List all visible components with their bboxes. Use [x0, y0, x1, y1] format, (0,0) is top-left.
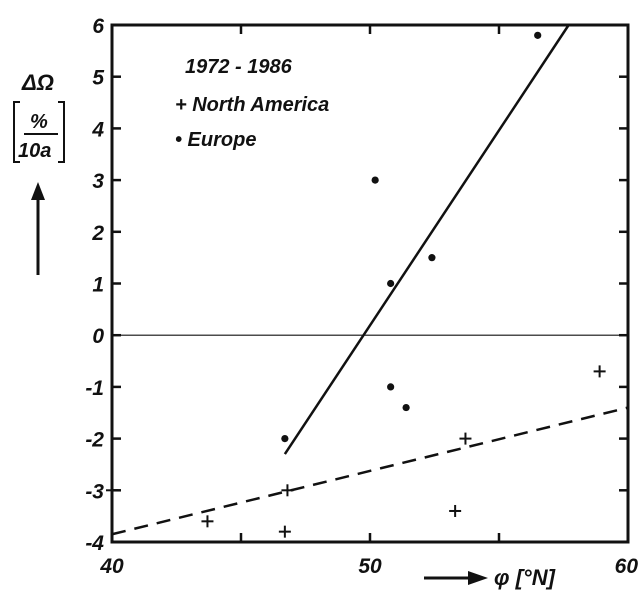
y-axis-arrow-head — [31, 182, 45, 200]
y-axis-unit-numerator: % — [30, 111, 48, 133]
fit-line-europe — [283, 24, 570, 455]
x-tick-label: 40 — [99, 555, 124, 578]
y-tick-label: 0 — [92, 325, 104, 348]
legend-north-america: + North America — [175, 94, 329, 116]
y-axis-bracket-left — [13, 101, 20, 163]
x-tick-label: 50 — [358, 555, 382, 578]
y-axis-symbol: ΔΩ — [21, 70, 54, 95]
y-tick-label: -3 — [85, 480, 104, 503]
y-axis-unit-denominator: 10a — [18, 140, 51, 162]
y-tick-label: 2 — [91, 222, 104, 245]
tick-labels: 6 5 4 3 2 1 0 -1 -2 -3 -440 50 60 — [85, 15, 638, 578]
x-axis-arrow-head — [468, 571, 488, 585]
y-tick-label: 1 — [92, 274, 104, 297]
y-tick-label: 4 — [91, 118, 104, 141]
y-tick-label: 5 — [92, 67, 104, 90]
point-europe — [534, 31, 542, 39]
point-europe — [281, 435, 289, 443]
point-north-america — [593, 365, 606, 378]
y-tick-label: 3 — [92, 170, 104, 193]
fit-line-north-america — [111, 406, 629, 536]
y-axis-bracket-right — [58, 101, 65, 163]
point-north-america — [278, 525, 291, 538]
x-axis-label: φ [°N] — [494, 565, 556, 590]
point-north-america — [449, 504, 462, 517]
legend-europe: • Europe — [175, 129, 256, 151]
y-tick-label: 6 — [92, 15, 104, 38]
y-tick-label: -1 — [85, 377, 104, 400]
point-europe — [371, 176, 379, 184]
point-europe — [428, 254, 436, 262]
point-europe — [387, 383, 395, 391]
data-points — [106, 31, 606, 538]
y-tick-label: -4 — [85, 532, 104, 555]
x-tick-label: 60 — [615, 555, 639, 578]
point-europe — [402, 403, 410, 412]
point-north-america — [106, 484, 118, 497]
point-north-america — [459, 432, 472, 445]
point-north-america — [281, 484, 294, 497]
y-tick-label: -2 — [85, 429, 104, 452]
fit-lines — [111, 24, 629, 536]
point-europe — [387, 279, 395, 288]
ticks-layer — [110, 23, 630, 544]
legend-period: 1972 - 1986 — [185, 56, 293, 78]
point-north-america — [201, 515, 214, 528]
